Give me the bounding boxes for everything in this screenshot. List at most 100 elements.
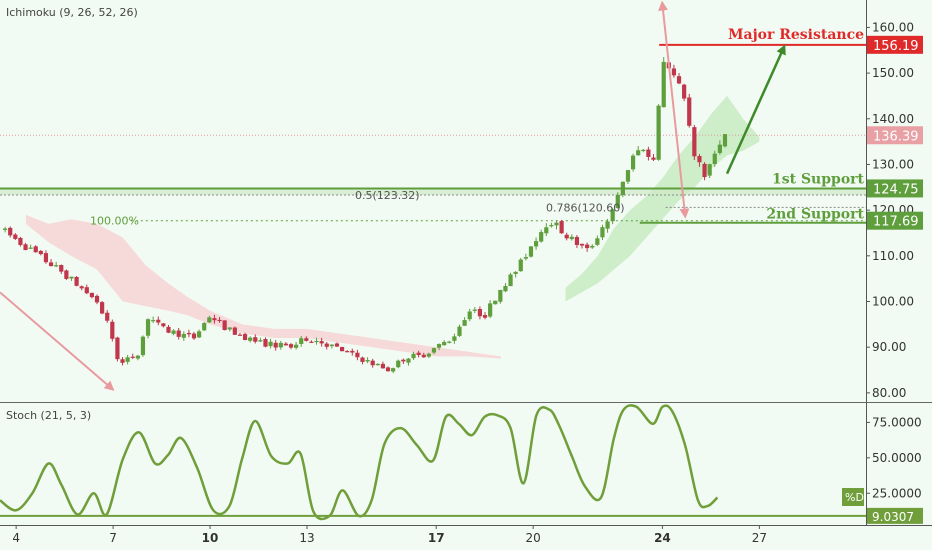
candle-body — [447, 341, 452, 343]
candle-body — [89, 292, 94, 298]
stoch-tick-label: 75.0000 — [872, 415, 922, 429]
stoch-tick-label: 50.0000 — [872, 451, 922, 465]
stoch-tick-label: 25.0000 — [872, 486, 922, 500]
price-tag-label: 117.69 — [873, 215, 919, 230]
stoch-panel — [0, 402, 932, 521]
candle-body — [544, 227, 549, 234]
candle-body — [28, 247, 33, 249]
candle-body — [671, 68, 677, 76]
candle-body — [135, 355, 140, 359]
candle-body — [385, 367, 391, 372]
candle-body — [426, 353, 431, 357]
candle-body — [110, 321, 115, 339]
candle-body — [145, 319, 151, 336]
candle-body — [620, 181, 625, 195]
stoch-tag-bg — [867, 507, 923, 524]
candle-body — [339, 346, 345, 352]
candle-body — [288, 344, 294, 348]
x-tick-label: 4 — [12, 531, 20, 545]
candle-body — [697, 156, 702, 163]
second-support-label: 2nd Support — [766, 207, 864, 223]
candle-body — [528, 246, 534, 257]
candle-body — [646, 149, 651, 157]
candle-body — [120, 359, 125, 363]
candle-body — [554, 222, 559, 226]
candle-body — [232, 327, 237, 335]
candle-body — [253, 337, 258, 342]
candle-body — [411, 353, 416, 359]
candle-body — [391, 368, 396, 372]
candle-body — [477, 308, 483, 317]
candle-body — [268, 341, 273, 347]
price-tag-bg — [867, 211, 923, 230]
candle-body — [625, 170, 631, 182]
candle-body — [676, 76, 682, 84]
stoch-d-tag: %D — [845, 491, 864, 504]
candle-body — [43, 253, 49, 263]
candle-body — [84, 287, 89, 294]
candle-body — [171, 330, 176, 334]
stoch-tag-label: 9.0307 — [872, 510, 914, 524]
candle-body — [482, 315, 488, 318]
candle-body — [513, 271, 518, 274]
candle-body — [533, 241, 539, 247]
down-trend-arrow[interactable] — [0, 291, 115, 391]
candle-body — [692, 127, 697, 157]
candle-body — [79, 286, 84, 289]
candle-body — [375, 363, 380, 366]
candle-body — [222, 320, 227, 331]
bullish-target-arrow[interactable] — [725, 44, 786, 175]
candle-body — [682, 84, 687, 99]
candle-body — [125, 357, 130, 362]
candle-body — [54, 265, 59, 267]
stoch-line[interactable] — [0, 404, 719, 521]
stoch-d-tag-bg — [842, 488, 864, 506]
x-tick-label: 13 — [299, 531, 314, 545]
candle-body — [74, 277, 79, 286]
candle-body — [590, 245, 595, 248]
candle-body — [370, 360, 375, 366]
candle-body — [258, 340, 263, 342]
candle-body — [630, 155, 636, 170]
candle-body — [33, 246, 38, 253]
candle-body — [64, 270, 69, 279]
candle-body — [641, 149, 646, 151]
candle-body — [493, 300, 498, 305]
candle-body — [615, 194, 620, 209]
candle-body — [334, 343, 340, 347]
candle-body — [452, 336, 457, 341]
price-tag-label: 136.39 — [873, 129, 919, 144]
x-tick-label: 10 — [202, 531, 219, 545]
price-tag-bg — [867, 179, 923, 198]
candle-body — [202, 323, 207, 331]
candle-body — [3, 228, 8, 230]
price-tag-bg — [867, 35, 923, 54]
candle-body — [319, 341, 324, 344]
candle-body — [396, 360, 401, 368]
candle-body — [18, 237, 23, 245]
candle-body — [197, 331, 202, 338]
candle-body — [610, 209, 615, 222]
ichimoku-indicator-label[interactable]: Ichimoku (9, 26, 52, 26) — [6, 6, 138, 19]
price-tag-bg — [867, 126, 923, 145]
candle-body — [549, 225, 554, 227]
candle-body — [100, 302, 105, 314]
candle-body — [283, 343, 289, 346]
candle-body — [242, 334, 248, 341]
candle-body — [416, 352, 421, 356]
candle-body — [559, 221, 564, 234]
candle-body — [508, 274, 513, 287]
candle-body — [355, 352, 360, 358]
x-tick-label: 20 — [526, 531, 541, 545]
candle-body — [365, 359, 370, 362]
candle-body — [539, 232, 544, 242]
stoch-indicator-label[interactable]: Stoch (21, 5, 3) — [6, 409, 92, 422]
candle-body — [574, 236, 580, 245]
correction-arrow[interactable] — [658, 0, 690, 219]
candle-body — [212, 318, 217, 321]
candle-body — [181, 333, 186, 338]
candle-body — [299, 338, 304, 344]
y-tick-label: 90.00 — [872, 340, 906, 354]
candle-body — [569, 236, 574, 240]
